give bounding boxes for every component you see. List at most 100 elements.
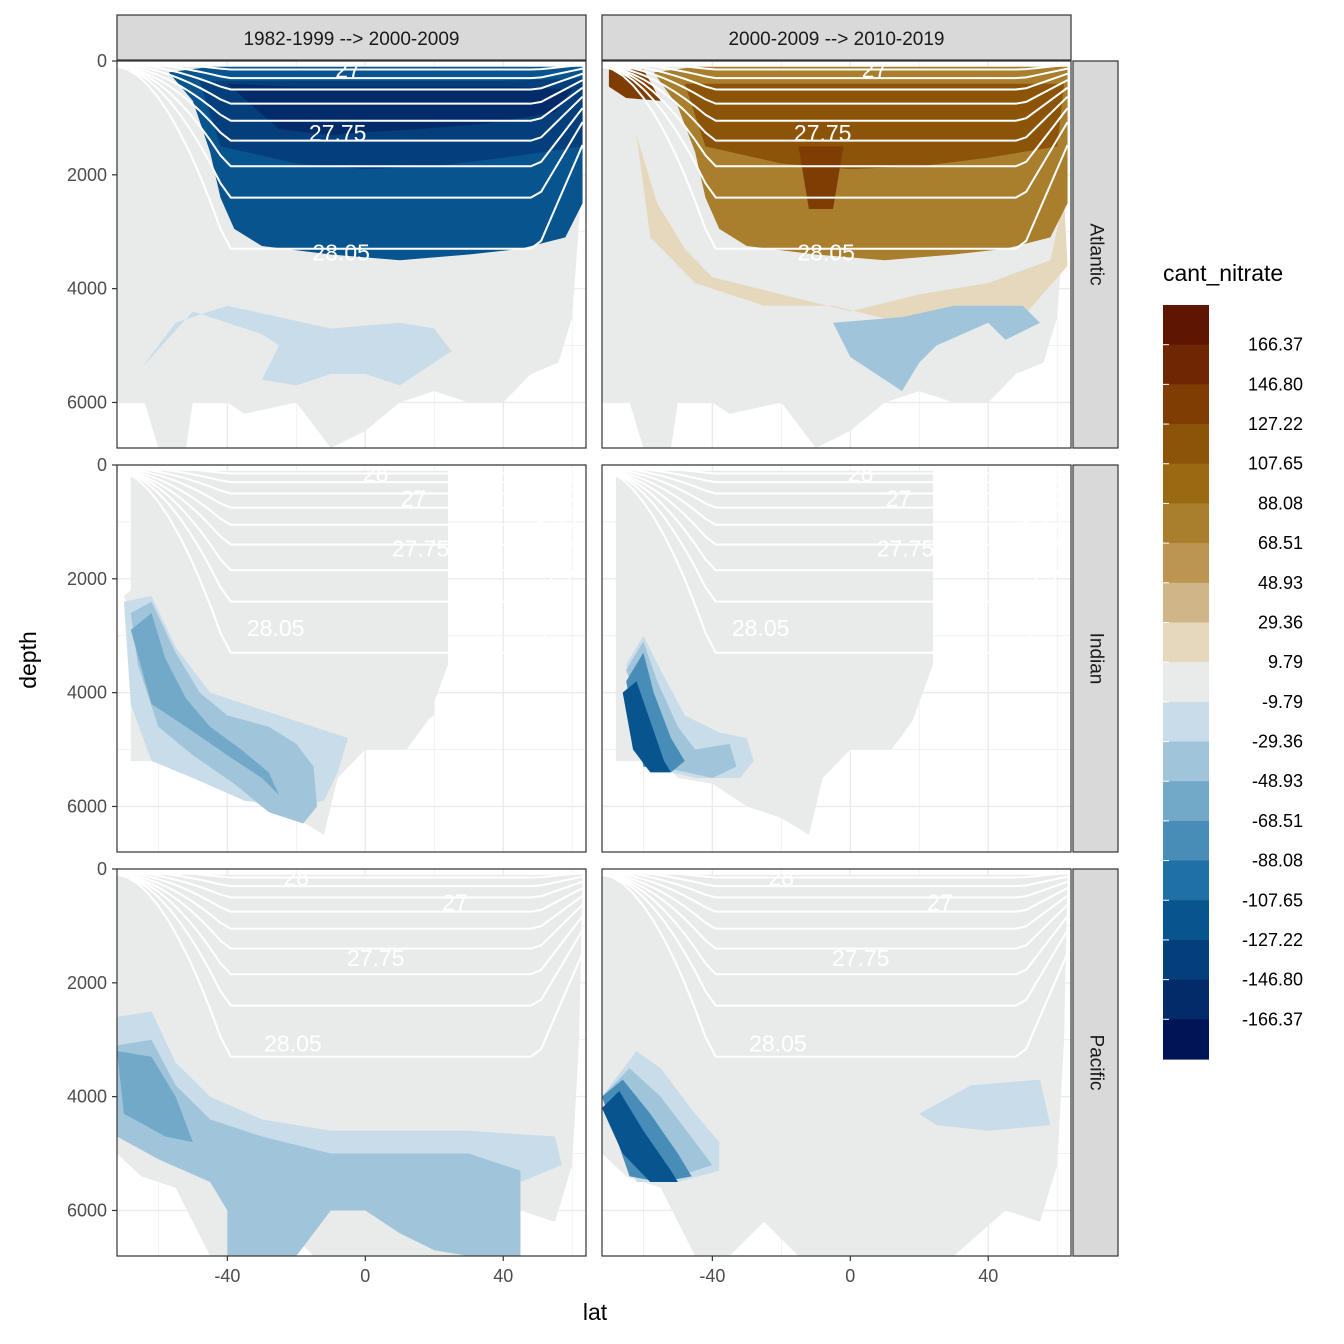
- row-strip: Pacific: [1072, 868, 1119, 1257]
- panel-border: [116, 868, 587, 1257]
- isopycnal-line: [117, 65, 584, 199]
- panels-layer: 2727.7528.052727.7528.05282727.7528.0528…: [116, 56, 1072, 1257]
- legend-label: 107.65: [1248, 454, 1303, 474]
- value-region: [636, 134, 1068, 323]
- isopycnal-lines: [602, 465, 1069, 654]
- isopycnal-line: [117, 466, 583, 495]
- legend: cant_nitrate 166.37 146.80 127.22 107.65 88.…: [1163, 260, 1303, 1060]
- isopycnal-line: [602, 468, 1069, 526]
- value-region: [123, 578, 435, 750]
- isopycnal-lines: [602, 61, 1069, 250]
- isopycnal-line: [602, 870, 1068, 899]
- isopycnal-line: [602, 469, 1069, 546]
- panel-indian-1: 28 27 27.75 28.05: [116, 464, 587, 853]
- value-region: [227, 83, 573, 135]
- isopycnal-line: [602, 465, 1068, 475]
- value-region: [130, 601, 318, 824]
- isopycnal-line: [602, 871, 1069, 913]
- row-strip-label: Indian: [1085, 633, 1106, 685]
- y-tick-label: 6000: [67, 392, 107, 412]
- isopycnal-line: [117, 465, 583, 475]
- panel-field: 28 27 27.75 28.05: [602, 864, 1069, 1256]
- isopycnal-lines: [117, 61, 584, 250]
- legend-color-swatch: [1163, 384, 1209, 425]
- panel-border: [601, 464, 1072, 853]
- strip-background: [1072, 464, 1119, 853]
- panel-indian-2: 28 27 27.75 28.05: [601, 464, 1072, 853]
- isopycnal-line: [602, 873, 1069, 950]
- legend-label: 88.08: [1258, 493, 1303, 513]
- x-tick-label: 0: [845, 1266, 855, 1286]
- isopycnal-line: [117, 469, 584, 654]
- isopycnal-label: 28.05: [312, 240, 370, 266]
- isopycnal-line: [117, 873, 584, 950]
- isopycnal-line: [602, 873, 1069, 1058]
- y-tick-label: 2000: [67, 165, 107, 185]
- y-tick-label: 2000: [67, 973, 107, 993]
- isopycnal-label: 27.75: [392, 535, 450, 561]
- isopycnal-label: 27.75: [309, 120, 367, 146]
- isopycnal-label: 28: [769, 864, 795, 890]
- legend-color-swatch: [1163, 1019, 1209, 1060]
- isopycnal-line: [117, 469, 584, 546]
- value-region: [833, 305, 1040, 392]
- isopycnal-line: [117, 465, 583, 484]
- isopycnal-label: 28.05: [797, 240, 855, 266]
- isopycnal-line: [117, 64, 584, 122]
- isopycnal-line: [602, 61, 1068, 80]
- isopycnal-line: [602, 61, 1068, 71]
- isopycnal-label: 27: [886, 485, 912, 511]
- value-region: [130, 612, 280, 796]
- legend-color-swatch: [1163, 424, 1209, 465]
- isopycnal-line: [602, 873, 1069, 1007]
- value-region: [117, 960, 145, 1023]
- y-tick-label: 0: [97, 455, 107, 475]
- isopycnal-line: [602, 65, 1069, 142]
- strip-background: [601, 14, 1072, 61]
- isopycnal-line: [602, 466, 1068, 495]
- y-axis-title: depth: [15, 631, 41, 689]
- row-strip: Atlantic: [1072, 60, 1119, 449]
- isopycnal-line: [602, 469, 1069, 654]
- value-region: [622, 681, 671, 773]
- isopycnal-line: [117, 870, 583, 899]
- legend-label: 29.36: [1258, 612, 1303, 632]
- panel-border: [116, 464, 587, 853]
- isopycnal-label: 28.05: [732, 615, 790, 641]
- y-tick-label: 6000: [67, 1200, 107, 1220]
- isopycnal-line: [117, 65, 584, 142]
- isopycnal-lines: [117, 465, 584, 654]
- value-region: [117, 1039, 521, 1256]
- legend-color-swatch: [1163, 701, 1209, 743]
- legend-label: 68.51: [1258, 533, 1303, 553]
- isopycnal-label: 28: [284, 864, 310, 890]
- row-strip-label: Pacific: [1085, 1035, 1106, 1091]
- legend-color-swatch: [1163, 979, 1209, 1020]
- isopycnal-line: [602, 65, 1069, 168]
- legend-label: -127.22: [1242, 930, 1303, 950]
- legend-color-swatch: [1163, 543, 1209, 584]
- column-strip: 1982-1999 --> 2000-2009: [116, 14, 587, 61]
- legend-color-swatch: [1163, 820, 1209, 862]
- row-strip: Indian: [1072, 464, 1119, 853]
- legend-color-swatch: [1163, 662, 1209, 703]
- legend-label: -107.65: [1242, 890, 1303, 910]
- legend-label: -9.79: [1262, 692, 1303, 712]
- legend-color-swatch: [1163, 305, 1209, 346]
- isopycnal-label: 27: [335, 56, 361, 82]
- isopycnal-line: [117, 469, 584, 603]
- column-strip: 2000-2009 --> 2010-2019: [601, 14, 1072, 61]
- legend-label: -68.51: [1252, 811, 1303, 831]
- strip-background: [1072, 60, 1119, 449]
- panel-border: [116, 60, 587, 449]
- strips-layer: 1982-1999 --> 2000-2009 2000-2009 --> 201…: [116, 14, 1119, 1257]
- y-tick-label: 4000: [67, 279, 107, 299]
- value-region: [684, 83, 1065, 170]
- isopycnal-line: [117, 872, 584, 930]
- panel-field: 28 27 27.75 28.05: [602, 465, 1069, 835]
- panel-atlantic-1: 27 27.75 28.05: [116, 56, 587, 449]
- value-region: [158, 1039, 573, 1137]
- isopycnal-line: [117, 61, 583, 71]
- y-tick-label: 0: [97, 51, 107, 71]
